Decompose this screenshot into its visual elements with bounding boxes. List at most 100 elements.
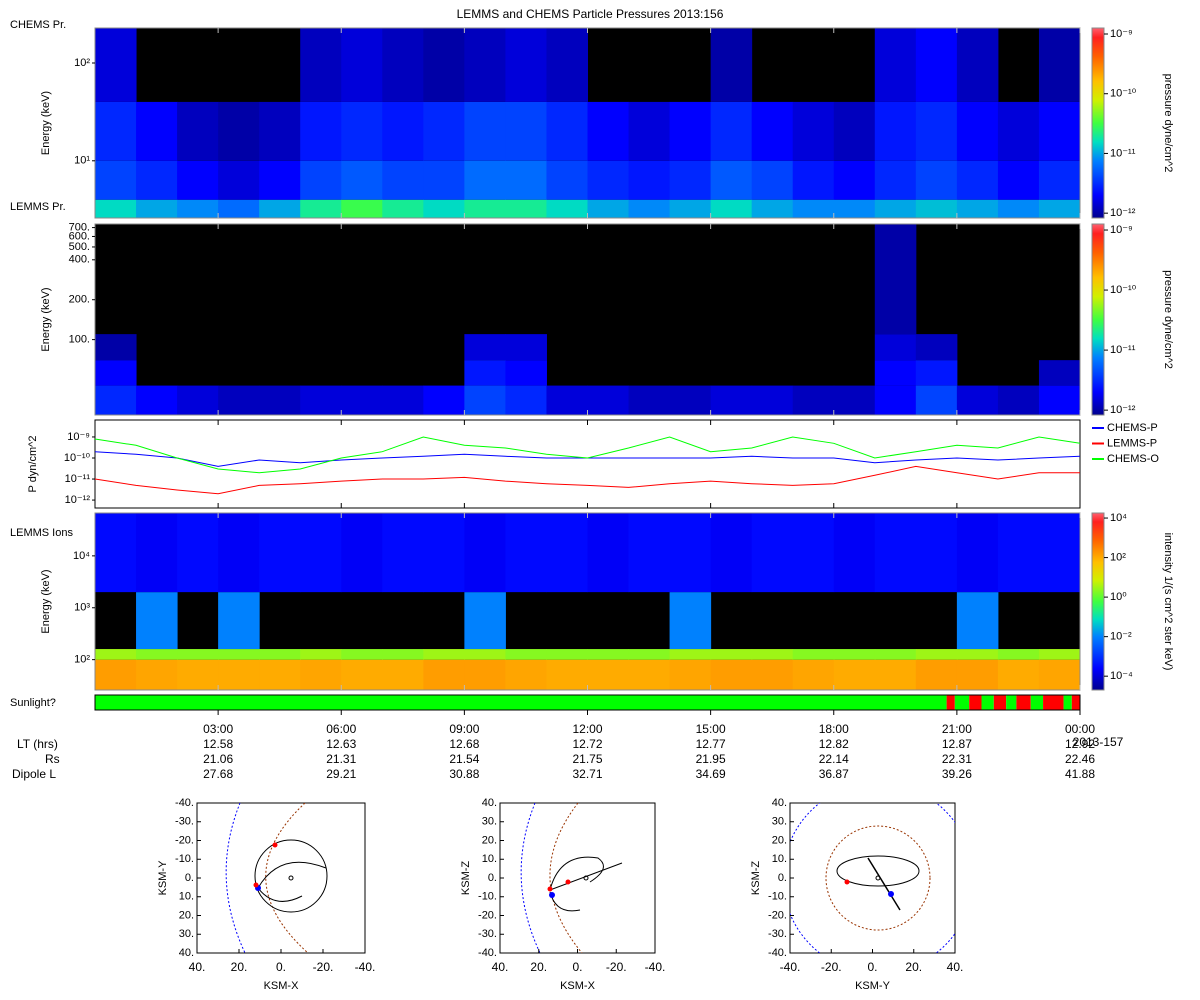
heatmap-cell	[341, 513, 383, 593]
ephemeris-value: 22.46	[1065, 752, 1095, 766]
y-tick-label: -40.	[478, 947, 497, 959]
orbit-panel	[499, 802, 656, 954]
heatmap-cell	[915, 101, 958, 161]
marker	[888, 891, 894, 897]
heatmap-cell	[300, 199, 342, 218]
heatmap-cell	[833, 659, 876, 690]
heatmap-cell	[874, 649, 917, 660]
legend-label: LEMMS-P	[1107, 437, 1157, 449]
y-axis-label: Energy (keV)	[40, 91, 52, 155]
heatmap-cell	[300, 385, 342, 415]
heatmap-cell	[136, 659, 178, 690]
heatmap-cell	[95, 385, 137, 415]
heatmap-cell	[669, 592, 712, 650]
heatmap-cell	[464, 28, 506, 102]
heatmap-cell	[341, 160, 383, 200]
heatmap-cell	[136, 513, 178, 593]
orbit-panel	[196, 802, 366, 954]
heatmap-cell	[1038, 649, 1081, 660]
timeline-segment	[946, 695, 955, 710]
heatmap-cell	[628, 649, 671, 660]
y-tick-label: 20.	[772, 834, 787, 846]
panel-label: LEMMS Pr.	[10, 201, 66, 213]
heatmap-cell	[464, 334, 506, 361]
legend-label: CHEMS-O	[1107, 453, 1159, 465]
y-axis-label: KSM-Z	[460, 861, 472, 896]
heatmap-cell	[505, 199, 547, 218]
heatmap-cell	[259, 199, 301, 218]
y-tick-label: 30.	[772, 816, 787, 828]
x-tick-label: 20.	[530, 960, 547, 974]
y-tick-label: 0.	[185, 872, 194, 884]
heatmap-cell	[464, 199, 506, 218]
date-label: 2013-157	[1073, 735, 1124, 749]
y-tick-label: 30.	[482, 816, 497, 828]
trajectory	[836, 855, 920, 887]
x-tick-label: 06:00	[326, 722, 356, 736]
trajectory	[257, 861, 327, 902]
heatmap-cell	[505, 513, 547, 593]
heatmap-cell	[710, 199, 753, 218]
heatmap-cell	[259, 385, 301, 415]
ephemeris-value: 34.69	[696, 767, 726, 781]
magnetopause	[549, 803, 583, 953]
heatmap-cell	[669, 659, 712, 690]
heatmap-cell	[177, 659, 219, 690]
y-tick-label: -10.	[175, 853, 194, 865]
ephemeris-value: 21.54	[449, 752, 479, 766]
colorbar	[1091, 512, 1105, 691]
x-tick-label: -40.	[645, 960, 666, 974]
colorbar-tick-label: 10⁻⁴	[1110, 670, 1133, 682]
ephemeris-value: 39.26	[942, 767, 972, 781]
y-tick-label: 500.	[69, 241, 90, 253]
y-axis-label: Energy (keV)	[40, 569, 52, 633]
colorbar-tick-label: 10⁻²	[1110, 631, 1132, 643]
ephemeris-value: 12.72	[572, 737, 602, 751]
heatmap-cell	[751, 101, 794, 161]
heatmap-cell	[915, 199, 958, 218]
heatmap-cell	[341, 649, 383, 660]
y-tick-label: 600.	[69, 230, 90, 242]
heatmap-cell	[546, 101, 588, 161]
x-tick-label: -20.	[606, 960, 627, 974]
heatmap-cell	[177, 649, 219, 660]
y-tick-label: -40.	[175, 797, 194, 809]
heatmap-cell	[95, 360, 137, 386]
heatmap-cell	[997, 199, 1040, 218]
heatmap-cell	[710, 101, 753, 161]
y-tick-label: 400.	[69, 254, 90, 266]
heatmap-cell	[218, 513, 260, 593]
heatmap-cell	[587, 659, 630, 690]
heatmap-cell	[341, 659, 383, 690]
heatmap-cell	[915, 28, 958, 102]
y-tick-label: 30.	[179, 928, 194, 940]
heatmap-cell	[792, 385, 835, 415]
orbit-frame	[196, 802, 366, 954]
y-tick-label: 10.	[772, 853, 787, 865]
heatmap-cell	[833, 513, 876, 593]
planet	[583, 875, 589, 881]
planet	[288, 875, 294, 881]
heatmap-cell	[874, 224, 917, 335]
heatmap-cell	[956, 160, 999, 200]
heatmap-cell	[95, 334, 137, 361]
x-tick-label: 0.	[276, 960, 286, 974]
ephemeris-value: 30.88	[449, 767, 479, 781]
y-tick-label: -30.	[175, 816, 194, 828]
ephemeris-value: 22.31	[942, 752, 972, 766]
timeline-segment	[954, 695, 970, 710]
heatmap-cell	[997, 101, 1040, 161]
heatmap-cell	[915, 649, 958, 660]
heatmap-cell	[341, 385, 383, 415]
figure-title: LEMMS and CHEMS Particle Pressures 2013:…	[457, 7, 724, 21]
heatmap-cell	[464, 160, 506, 200]
heatmap-cell	[382, 28, 424, 102]
heatmap-cell	[833, 199, 876, 218]
heatmap-cell	[915, 659, 958, 690]
ephemeris-value: 12.77	[696, 737, 726, 751]
colorbar-tick-label: 10⁻¹⁰	[1110, 284, 1137, 296]
heatmap-cell	[587, 649, 630, 660]
heatmap-cell	[915, 360, 958, 386]
